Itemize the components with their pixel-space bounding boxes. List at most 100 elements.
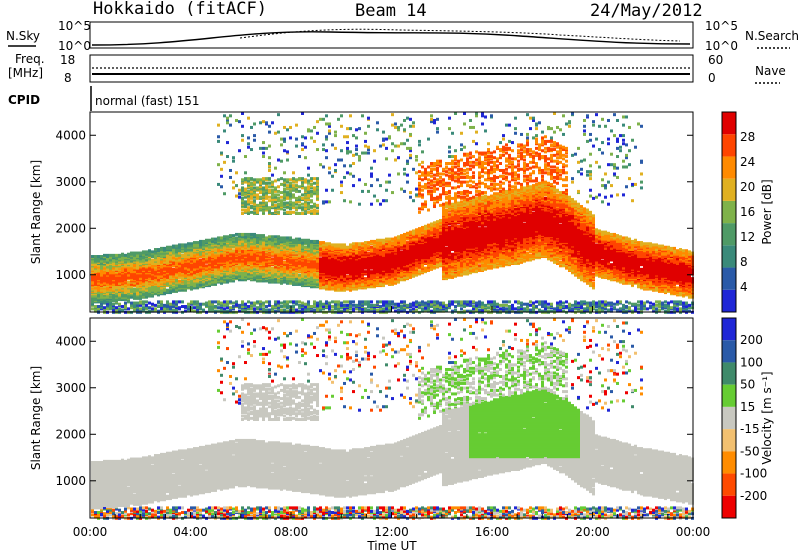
power-cell: [325, 242, 328, 246]
power-cell: [259, 234, 262, 238]
power-cell: [346, 300, 349, 304]
power-cell: [310, 136, 313, 140]
power-cell: [157, 309, 160, 313]
power-cell: [355, 144, 358, 148]
power-cell: [172, 267, 175, 271]
power-cell: [364, 131, 367, 135]
power-cell: [343, 175, 346, 179]
power-cell: [283, 125, 286, 129]
power-cell: [97, 307, 100, 311]
power-cell: [145, 258, 148, 262]
power-cell: [361, 242, 364, 246]
power-cell: [334, 130, 337, 134]
power-cell: [268, 308, 271, 312]
power-cell: [217, 236, 220, 240]
power-cell: [313, 300, 316, 304]
power-cell: [382, 137, 385, 141]
power-cell: [178, 279, 181, 283]
power-cell: [370, 303, 373, 307]
power-cell: [148, 301, 151, 305]
power-cell: [367, 124, 370, 128]
power-cell: [253, 178, 256, 182]
power-cell: [121, 308, 124, 312]
power-cell: [118, 307, 121, 311]
power-cell: [295, 212, 298, 215]
power-cell: [244, 187, 247, 191]
power-cell: [253, 122, 256, 126]
power-cell: [205, 238, 208, 242]
power-cell: [370, 202, 373, 206]
power-cell: [376, 178, 379, 182]
power-cell: [349, 164, 352, 168]
power-cell: [385, 146, 388, 150]
power-cell: [109, 253, 112, 257]
power-cell: [220, 185, 223, 189]
power-cell: [232, 234, 235, 238]
power-cell: [298, 177, 301, 181]
power-cell: [106, 253, 109, 257]
power-cell: [352, 184, 355, 188]
power-cell: [280, 143, 283, 147]
power-cell: [343, 199, 346, 203]
power-cell: [295, 196, 298, 200]
power-cell: [307, 185, 310, 189]
power-cell: [370, 300, 373, 304]
power-cell: [376, 238, 379, 242]
power-cell: [253, 199, 256, 203]
nsearch-label: N.Search: [745, 29, 799, 43]
power-cell: [283, 208, 286, 212]
power-cell: [316, 209, 319, 213]
power-cell: [301, 212, 304, 215]
power-cell: [304, 238, 307, 242]
power-cell: [151, 302, 154, 306]
power-cell: [127, 259, 130, 263]
nsky-frame: [89, 21, 694, 49]
power-cell: [355, 148, 358, 152]
power-cell: [247, 305, 250, 309]
power-cell: [373, 194, 376, 198]
power-cell: [109, 307, 112, 311]
power-cell: [112, 306, 115, 310]
power-cell: [364, 241, 367, 245]
power-cell: [262, 141, 265, 145]
power-cell: [277, 113, 280, 117]
power-cell: [268, 130, 271, 134]
power-cell: [364, 144, 367, 148]
power-cell: [343, 243, 346, 247]
power-cell: [256, 234, 259, 238]
power-cell: [328, 200, 331, 204]
power-cell: [364, 277, 367, 281]
power-cell: [133, 307, 136, 311]
power-cell: [364, 151, 367, 155]
power-cell: [145, 303, 148, 307]
power-cell: [391, 113, 394, 117]
power-cell: [316, 239, 319, 243]
power-cell: [160, 300, 163, 304]
power-cell: [286, 150, 289, 154]
power-cell: [349, 150, 352, 154]
power-cell: [301, 177, 304, 181]
freq-label: Freq.: [15, 52, 45, 66]
power-cell: [274, 235, 277, 239]
power-cell: [361, 189, 364, 193]
power-cell: [199, 239, 202, 243]
power-cell: [367, 300, 370, 304]
power-cell: [334, 168, 337, 172]
power-cell: [220, 236, 223, 240]
power-cell: [208, 238, 211, 242]
power-cell: [358, 178, 361, 182]
power-cell: [127, 288, 130, 292]
power-cell: [331, 174, 334, 178]
power-cell: [304, 186, 307, 190]
power-cell: [247, 116, 250, 120]
power-cell: [370, 184, 373, 188]
power-cell: [259, 300, 262, 304]
power-cell: [124, 291, 127, 295]
power-cell: [286, 300, 289, 304]
power-cell: [100, 306, 103, 310]
power-cell: [166, 245, 169, 249]
power-cell: [283, 201, 286, 205]
power-cell: [298, 273, 301, 277]
power-cell: [370, 166, 373, 170]
power-cell: [358, 242, 361, 246]
